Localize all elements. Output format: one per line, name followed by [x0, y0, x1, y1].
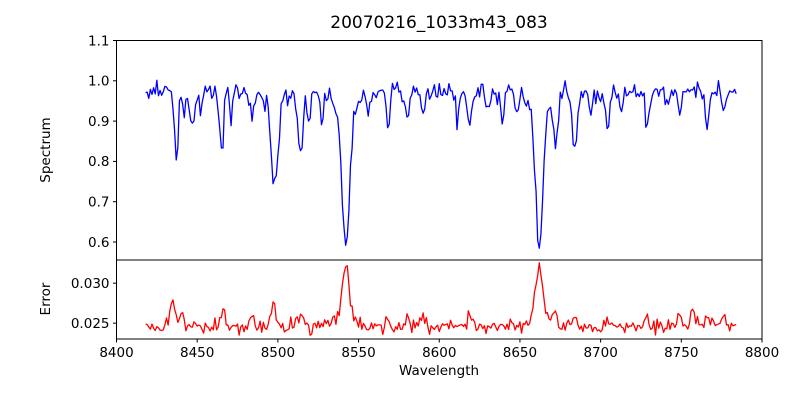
x-tick-label: 8750 [664, 345, 698, 361]
x-tick-label: 8700 [583, 345, 617, 361]
x-axis-label: Wavelength [398, 363, 480, 379]
spectrum-y-tick-label: 0.9 [88, 114, 109, 130]
x-tick-label: 8450 [180, 345, 214, 361]
error-line [145, 262, 737, 336]
chart-title: 20070216_1033m43_083 [330, 13, 548, 33]
x-tick-label: 8400 [99, 345, 133, 361]
spectrum-y-tick-label: 0.7 [88, 194, 109, 210]
x-tick-label: 8800 [745, 345, 779, 361]
spectrum-y-axis-label: Spectrum [38, 117, 54, 183]
spectrum-axes-frame [116, 40, 763, 261]
error-y-tick-label: 0.030 [71, 276, 110, 292]
x-tick-label: 8550 [341, 345, 375, 361]
spectrum-y-tick-label: 0.8 [88, 154, 109, 170]
error-y-tick-label: 0.025 [71, 316, 110, 332]
x-tick-label: 8500 [261, 345, 295, 361]
spectrum-y-tick-label: 1.0 [88, 74, 109, 90]
x-tick-label: 8600 [422, 345, 456, 361]
x-tick-label: 8650 [503, 345, 537, 361]
spectrum-y-tick-label: 0.6 [88, 235, 109, 251]
spectrum-line [145, 79, 737, 249]
error-y-axis-label: Error [38, 282, 54, 316]
spectrum-y-tick-label: 1.1 [88, 33, 109, 49]
